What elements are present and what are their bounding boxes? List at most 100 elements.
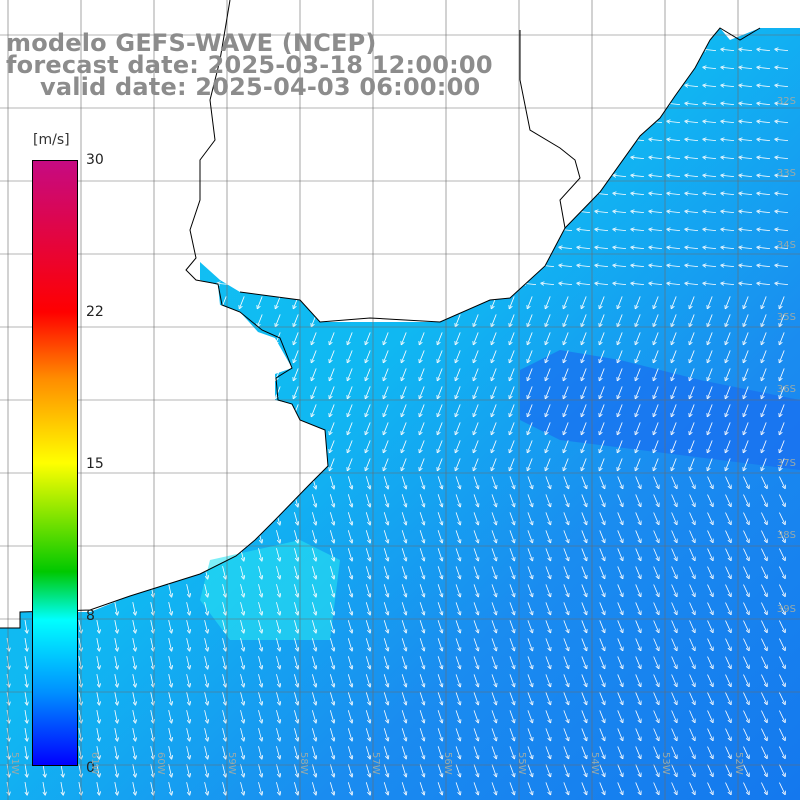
wind-arrow xyxy=(114,620,117,632)
wind-arrow xyxy=(671,674,677,685)
wind-arrow xyxy=(96,674,99,686)
wind-arrow xyxy=(294,314,299,325)
wind-arrow xyxy=(722,247,735,248)
wind-arrow xyxy=(654,296,659,307)
wind-arrow xyxy=(740,247,753,248)
wind-arrow xyxy=(366,458,371,469)
wind-arrow xyxy=(366,404,371,415)
wind-arrow xyxy=(150,782,154,794)
wind-arrow xyxy=(545,620,550,631)
wind-arrow xyxy=(636,332,641,343)
wind-arrow xyxy=(668,121,681,122)
wind-arrow xyxy=(635,692,641,703)
wind-arrow xyxy=(653,656,659,667)
wind-arrow xyxy=(779,548,784,560)
wind-arrow xyxy=(671,638,677,649)
wind-arrow xyxy=(599,782,604,793)
wind-arrow xyxy=(689,584,695,596)
wind-arrow xyxy=(564,458,569,469)
wind-arrow xyxy=(258,584,261,596)
wind-arrow xyxy=(780,350,785,361)
wind-arrow xyxy=(707,638,713,650)
wind-arrow xyxy=(60,782,63,794)
wind-arrow xyxy=(650,193,663,194)
wind-arrow xyxy=(704,121,717,122)
wind-arrow xyxy=(618,422,623,433)
wind-arrow xyxy=(509,638,514,649)
wind-arrow xyxy=(456,458,461,469)
wind-arrow xyxy=(132,674,135,686)
wind-arrow xyxy=(347,674,351,686)
wind-arrow xyxy=(704,139,717,140)
wind-arrow xyxy=(686,211,699,212)
wind-arrow xyxy=(636,368,641,379)
wind-arrow xyxy=(168,638,172,650)
ocean-area xyxy=(0,28,800,800)
wind-arrow xyxy=(456,368,461,379)
wind-arrow xyxy=(722,67,735,68)
wind-arrow xyxy=(725,494,730,506)
wind-arrow xyxy=(474,404,479,415)
wind-arrow xyxy=(186,602,190,614)
wind-arrow xyxy=(758,247,771,248)
wind-arrow xyxy=(168,728,172,740)
wind-arrow xyxy=(725,548,730,560)
wind-arrow xyxy=(42,782,45,794)
wind-arrow xyxy=(600,314,605,325)
wind-arrow xyxy=(527,602,532,613)
wind-arrow xyxy=(722,49,735,50)
wind-arrow xyxy=(617,620,623,631)
wind-arrow xyxy=(401,476,406,487)
wind-arrow xyxy=(636,350,641,361)
wind-arrow xyxy=(347,638,351,650)
wind-arrow xyxy=(311,674,315,686)
wind-arrow xyxy=(365,674,369,685)
wind-arrow xyxy=(437,530,442,541)
light-band xyxy=(200,540,340,640)
wind-arrow xyxy=(365,602,369,613)
wind-arrow xyxy=(114,710,117,722)
wind-arrow xyxy=(132,656,135,668)
wind-arrow xyxy=(437,584,442,595)
wind-arrow xyxy=(635,476,641,487)
wind-arrow xyxy=(240,566,244,578)
wind-arrow xyxy=(689,638,695,650)
wind-arrow xyxy=(707,620,713,632)
wind-arrow xyxy=(456,350,461,361)
wind-arrow xyxy=(366,350,371,361)
wind-arrow xyxy=(347,728,351,740)
wind-arrow xyxy=(348,332,353,343)
wind-arrow xyxy=(779,728,784,740)
wind-arrow xyxy=(599,584,604,595)
lon-label: 52W xyxy=(733,752,744,775)
wind-arrow xyxy=(563,638,568,649)
wind-arrow xyxy=(491,692,496,703)
wind-arrow xyxy=(635,494,641,505)
wind-arrow xyxy=(618,314,623,325)
wind-arrow xyxy=(761,476,766,488)
wind-arrow xyxy=(473,602,478,613)
wind-arrow xyxy=(329,656,333,668)
wind-arrow xyxy=(545,512,550,523)
wind-arrow xyxy=(240,548,244,560)
wind-arrow xyxy=(276,764,279,776)
wind-arrow xyxy=(618,458,623,469)
wind-arrow xyxy=(168,764,172,776)
wind-arrow xyxy=(294,746,297,758)
wind-arrow xyxy=(726,458,731,469)
wind-arrow xyxy=(383,476,388,487)
wind-arrow xyxy=(347,602,351,614)
wind-arrow xyxy=(780,314,785,325)
wind-arrow xyxy=(690,314,695,325)
wind-arrow xyxy=(510,350,515,361)
wind-arrow xyxy=(528,314,533,325)
wind-arrow xyxy=(671,728,677,739)
wind-arrow xyxy=(690,332,695,343)
wind-arrow xyxy=(758,103,771,104)
wind-arrow xyxy=(402,458,407,469)
wind-arrow xyxy=(473,494,478,505)
wind-arrow xyxy=(762,332,767,343)
wind-arrow xyxy=(740,283,753,284)
wind-arrow xyxy=(294,602,297,614)
wind-arrow xyxy=(708,296,713,307)
